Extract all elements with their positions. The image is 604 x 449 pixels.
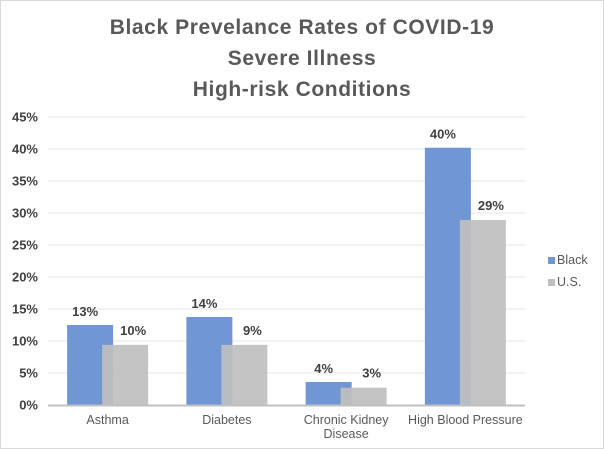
legend-label: Black [557, 253, 588, 267]
chart-title: Black Prevelance Rates of COVID-19 Sever… [0, 12, 604, 105]
y-tick-label: 15% [12, 302, 38, 317]
data-label: 40% [430, 127, 456, 142]
y-tick-label: 45% [12, 110, 38, 125]
data-labels: 13% 10% 14% 9% 4% 3% 40% 29% [72, 127, 504, 381]
data-label: 4% [314, 361, 333, 376]
bar-us [340, 387, 387, 405]
data-label: 13% [72, 304, 98, 319]
y-tick-label: 5% [19, 366, 38, 381]
y-tick-label: 10% [12, 334, 38, 349]
data-label: 29% [478, 198, 504, 213]
legend-swatch [548, 279, 555, 286]
y-tick-label: 25% [12, 238, 38, 253]
y-tick-label: 35% [12, 174, 38, 189]
y-tick-label: 40% [12, 142, 38, 157]
x-tick-label: Asthma [86, 413, 128, 427]
bar-us [459, 220, 506, 405]
legend-swatch [548, 257, 555, 264]
data-label: 14% [191, 296, 217, 311]
title-line-3: High-risk Conditions [192, 78, 412, 101]
title-line-1: Black Prevelance Rates of COVID-19 [109, 16, 495, 39]
x-tick-label: High Blood Pressure [408, 413, 523, 427]
y-tick-label: 20% [12, 270, 38, 285]
x-tick-label: Chronic Kidney [304, 413, 390, 427]
y-tick-label: 30% [12, 206, 38, 221]
y-axis: 0% 5% 10% 15% 20% 25% 30% 35% 40% 45% [12, 110, 38, 413]
x-tick-label: Diabetes [202, 413, 251, 427]
bars [67, 147, 506, 405]
bar-black [305, 381, 352, 405]
title-line-2: Severe Illness [227, 47, 377, 70]
x-tick-label: Disease [324, 427, 369, 441]
y-tick-label: 0% [19, 398, 38, 413]
data-label: 9% [243, 323, 262, 338]
legend-label: U.S. [557, 275, 581, 289]
data-label: 10% [120, 323, 146, 338]
legend: Black U.S. [548, 253, 588, 289]
bar-us [102, 344, 149, 405]
data-label: 3% [362, 366, 381, 381]
bar-us [221, 344, 268, 405]
